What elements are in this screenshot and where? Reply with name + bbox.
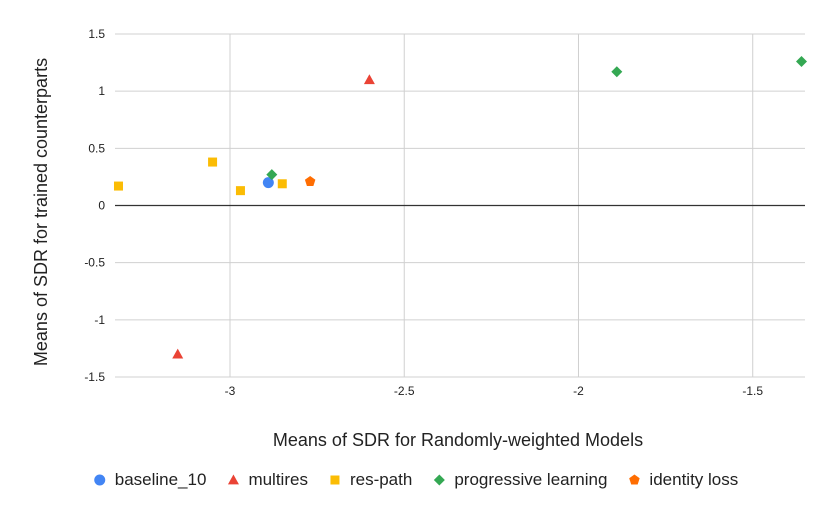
legend-item-res-path: res-path	[330, 470, 412, 489]
x-tick-label: -2.5	[394, 384, 415, 398]
legend-marker-multires	[227, 474, 239, 485]
data-point-multires	[363, 74, 375, 85]
data-point-progressive-learning	[266, 169, 278, 181]
y-tick-label: 1	[98, 84, 105, 98]
legend-marker-progressive-learning	[433, 474, 445, 486]
data-point-multires	[172, 348, 184, 359]
y-tick-label: 0.5	[88, 141, 105, 155]
x-tick-label: -3	[225, 384, 236, 398]
legend-item-identity-loss: identity loss	[629, 470, 738, 489]
data-point-identity-loss	[304, 175, 316, 186]
legend-item-multires: multires	[227, 470, 308, 489]
tick-labels: 1.5 1 0.5 0 -0.5 -1 -1.5 -3 -2.5 -2 -1.5	[84, 27, 763, 398]
data-point-res-path	[235, 186, 245, 196]
x-tick-label: -2	[573, 384, 584, 398]
x-tick-label: -1.5	[742, 384, 763, 398]
legend-item-baseline-10: baseline_10	[94, 470, 206, 489]
data-point-progressive-learning	[796, 55, 808, 67]
grid	[115, 33, 805, 378]
data-point-progressive-learning	[611, 66, 623, 78]
y-tick-label: -1.5	[84, 370, 105, 384]
data-point-res-path	[113, 181, 123, 191]
legend-label-baseline-10: baseline_10	[115, 470, 207, 489]
legend: baseline_10 multires res-path progressive l…	[94, 470, 738, 489]
legend-label-progressive-learning: progressive learning	[454, 470, 607, 489]
legend-marker-identity-loss	[629, 474, 640, 485]
data-point-res-path	[277, 179, 287, 189]
y-tick-label: 0	[98, 199, 105, 213]
y-tick-label: 1.5	[88, 27, 105, 41]
legend-label-identity-loss: identity loss	[649, 470, 738, 489]
legend-label-multires: multires	[248, 470, 308, 489]
data-point-baseline-10	[262, 177, 274, 189]
legend-item-progressive-learning: progressive learning	[433, 470, 607, 489]
y-axis-title: Means of SDR for trained counterparts	[31, 58, 51, 366]
legend-label-res-path: res-path	[350, 470, 412, 489]
legend-marker-baseline-10	[94, 474, 106, 486]
legend-marker-res-path	[330, 475, 340, 485]
data-point-res-path	[208, 157, 218, 167]
y-tick-label: -0.5	[84, 256, 105, 270]
y-tick-label: -1	[94, 313, 105, 327]
x-axis-title: Means of SDR for Randomly-weighted Model…	[273, 430, 643, 450]
data-points	[113, 55, 808, 359]
